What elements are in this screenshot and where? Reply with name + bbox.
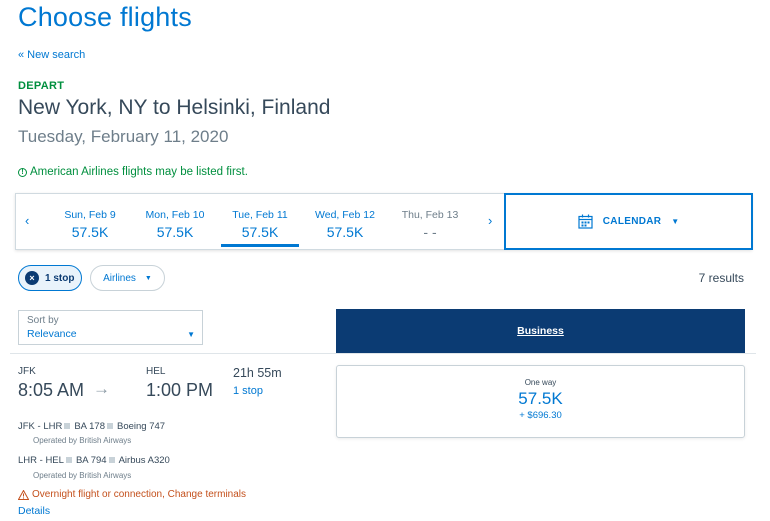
selected-date-underline	[221, 244, 299, 247]
info-icon: !	[18, 167, 27, 177]
arrow-right-icon: →	[93, 379, 110, 398]
stops-link[interactable]: 1 stop	[233, 385, 263, 397]
segment-aircraft: Airbus A320	[118, 455, 170, 466]
stops-filter-pill[interactable]: × 1 stop	[18, 265, 82, 291]
segment-route: JFK - LHR	[18, 421, 63, 432]
date-option-price: 57.5K	[326, 224, 364, 240]
date-option-label: Thu, Feb 13	[401, 209, 459, 221]
route-heading: New York, NY to Helsinki, Finland	[18, 96, 331, 119]
segment-aircraft: Boeing 747	[116, 421, 166, 432]
segment-route: LHR - HEL	[18, 455, 64, 466]
origin-code: JFK	[18, 366, 36, 377]
business-fare-card[interactable]: One way 57.5K + $696.30	[336, 365, 745, 438]
chevron-right-icon[interactable]: ›	[488, 213, 493, 228]
divider	[10, 353, 756, 354]
date-option-label: Sun, Feb 9	[64, 209, 116, 221]
segment-2-operator: Operated by British Airways	[33, 471, 132, 480]
date-option-price: 57.5K	[156, 224, 194, 240]
date-option-label: Tue, Feb 11	[232, 209, 288, 221]
details-link[interactable]: Details	[18, 505, 51, 517]
aa-notice: ! American Airlines flights may be liste…	[18, 166, 248, 178]
fare-miles: 57.5K	[518, 389, 563, 408]
departure-time: 8:05 AM	[18, 380, 85, 400]
segment-2: LHR - HEL BA 794 Airbus A320	[18, 455, 170, 466]
results-count: 7 results	[698, 271, 744, 285]
caret-down-icon: ▼	[144, 274, 152, 282]
date-strip: ‹ Sun, Feb 9 57.5K Mon, Feb 10 57.5K Tue…	[15, 193, 753, 250]
date-option-thu-feb-13: Thu, Feb 13 - -	[391, 209, 469, 240]
travel-date: Tuesday, February 11, 2020	[18, 127, 229, 146]
sort-value: Relevance	[27, 328, 77, 340]
arrival-time: 1:00 PM	[146, 380, 214, 400]
segment-flight: BA 794	[75, 455, 107, 466]
separator-dot	[64, 423, 71, 430]
calendar-button[interactable]: CALENDAR ▼	[504, 193, 753, 250]
separator-dot	[65, 457, 72, 464]
cabin-business-link[interactable]: Business	[517, 325, 564, 337]
date-option-price: 57.5K	[71, 224, 109, 240]
notice-text: American Airlines flights may be listed …	[30, 166, 248, 178]
sort-select[interactable]: Sort by Relevance ▼	[18, 310, 203, 345]
segment-flight: BA 178	[74, 421, 105, 432]
sort-label: Sort by	[27, 315, 59, 326]
chevron-left-icon[interactable]: ‹	[25, 213, 30, 228]
date-option-mon-feb-10[interactable]: Mon, Feb 10 57.5K	[136, 209, 214, 240]
calendar-icon	[578, 214, 593, 229]
page-title: Choose flights	[18, 2, 192, 32]
stops-filter-label: 1 stop	[45, 272, 75, 284]
airlines-filter-pill[interactable]: Airlines ▼	[90, 265, 165, 291]
close-icon[interactable]: ×	[25, 271, 39, 285]
flight-warning: Overnight flight or connection, Change t…	[18, 489, 246, 500]
date-option-sun-feb-9[interactable]: Sun, Feb 9 57.5K	[51, 209, 129, 240]
date-option-price: - -	[423, 224, 437, 240]
airlines-filter-label: Airlines	[103, 272, 136, 284]
date-option-wed-feb-12[interactable]: Wed, Feb 12 57.5K	[306, 209, 384, 240]
date-option-label: Wed, Feb 12	[315, 209, 375, 221]
destination-code: HEL	[146, 366, 166, 377]
depart-label: DEPART	[18, 80, 65, 92]
caret-down-icon: ▼	[671, 217, 680, 226]
new-search-link[interactable]: « New search	[18, 49, 86, 61]
date-option-price: 57.5K	[241, 224, 279, 240]
flight-duration: 21h 55m	[233, 366, 282, 380]
fare-type: One way	[524, 378, 557, 387]
date-option-tue-feb-11[interactable]: Tue, Feb 11 57.5K	[221, 209, 299, 240]
cabin-header: Business	[336, 309, 745, 353]
separator-dot	[108, 457, 115, 464]
warning-icon	[18, 489, 29, 500]
calendar-label: CALENDAR	[602, 216, 662, 227]
date-option-label: Mon, Feb 10	[145, 209, 205, 221]
segment-1: JFK - LHR BA 178 Boeing 747	[18, 421, 165, 432]
fare-taxes: + $696.30	[519, 410, 562, 421]
caret-down-icon: ▼	[187, 330, 195, 339]
segment-1-operator: Operated by British Airways	[33, 436, 132, 445]
separator-dot	[106, 423, 113, 430]
warning-text: Overnight flight or connection, Change t…	[32, 489, 247, 500]
